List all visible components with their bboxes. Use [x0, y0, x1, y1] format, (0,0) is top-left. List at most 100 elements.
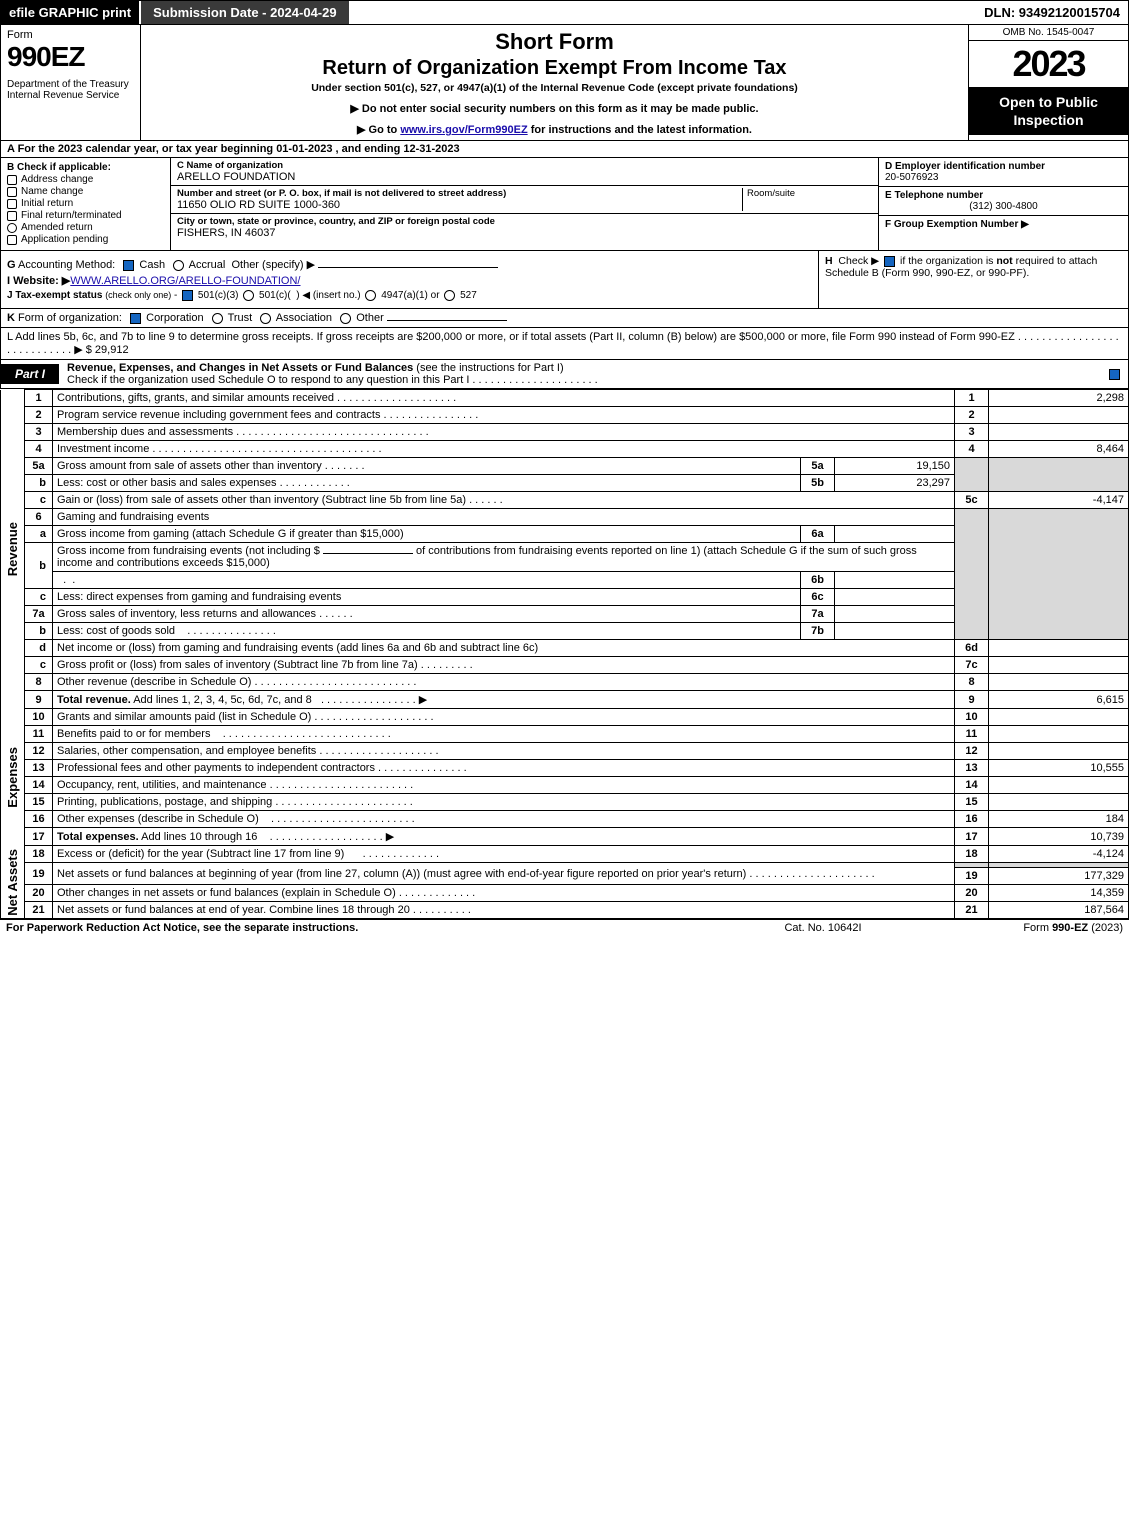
chk-address-change[interactable]: Address change: [7, 174, 164, 185]
row-k: K Form of organization: Corporation Trus…: [0, 309, 1129, 328]
row-i: I Website: ▶WWW.ARELLO.ORG/ARELLO-FOUNDA…: [7, 274, 812, 287]
box-c: C Name of organization ARELLO FOUNDATION: [171, 158, 878, 186]
row-a-tax-year: A For the 2023 calendar year, or tax yea…: [0, 141, 1129, 158]
topbar-spacer: [351, 1, 977, 24]
chk-501c3[interactable]: [182, 290, 193, 301]
row-j: J Tax-exempt status (check only one) - 5…: [7, 290, 812, 301]
line-2: 2 Program service revenue including gove…: [1, 407, 1129, 424]
box-e-label: E Telephone number: [885, 190, 1122, 201]
submission-date: Submission Date - 2024-04-29: [139, 1, 351, 24]
header-left: Form 990EZ Department of the Treasury In…: [1, 25, 141, 140]
form-header: Form 990EZ Department of the Treasury In…: [0, 25, 1129, 141]
row-l: L Add lines 5b, 6c, and 7b to line 9 to …: [0, 328, 1129, 360]
dln-number: DLN: 93492120015704: [976, 1, 1128, 24]
part-i-title: Revenue, Expenses, and Changes in Net As…: [59, 360, 1107, 388]
box-c-label: C Name of organization: [177, 160, 872, 171]
efile-label: efile GRAPHIC print: [1, 1, 139, 24]
return-title: Return of Organization Exempt From Incom…: [149, 57, 960, 80]
phone-value: (312) 300-4800: [885, 201, 1122, 212]
org-name: ARELLO FOUNDATION: [177, 171, 872, 183]
chk-4947[interactable]: [365, 290, 376, 301]
header-center: Short Form Return of Organization Exempt…: [141, 25, 968, 140]
info-right: D Employer identification number 20-5076…: [878, 158, 1128, 250]
chk-trust[interactable]: [212, 313, 223, 324]
omb-number: OMB No. 1545-0047: [969, 25, 1128, 41]
under-section: Under section 501(c), 527, or 4947(a)(1)…: [149, 82, 960, 94]
chk-accrual[interactable]: [173, 260, 184, 271]
tax-year: 2023: [969, 41, 1128, 87]
chk-amended-return[interactable]: Amended return: [7, 222, 164, 233]
info-block: B Check if applicable: Address change Na…: [0, 158, 1129, 251]
row-h: H Check ▶ if the organization is not req…: [818, 251, 1128, 308]
line-15: 15 Printing, publications, postage, and …: [1, 794, 1129, 811]
chk-501c[interactable]: [243, 290, 254, 301]
city-value: FISHERS, IN 46037: [177, 227, 872, 239]
line-3: 3 Membership dues and assessments . . . …: [1, 424, 1129, 441]
line-11: 11 Benefits paid to or for members . . .…: [1, 726, 1129, 743]
department-label: Department of the Treasury Internal Reve…: [7, 79, 134, 101]
expenses-side: Expenses: [1, 709, 25, 846]
line-7c: c Gross profit or (loss) from sales of i…: [1, 657, 1129, 674]
form-number: 990EZ: [7, 41, 134, 73]
website-link[interactable]: WWW.ARELLO.ORG/ARELLO-FOUNDATION/: [70, 275, 300, 287]
netassets-side: Net Assets: [1, 846, 25, 919]
chk-schedule-b[interactable]: [884, 256, 895, 267]
line-14: 14 Occupancy, rent, utilities, and maint…: [1, 777, 1129, 794]
chk-final-return[interactable]: Final return/terminated: [7, 210, 164, 221]
instr2-pre: ▶ Go to: [357, 124, 400, 136]
box-f-label: F Group Exemption Number ▶: [885, 219, 1029, 230]
line-17: 17 Total expenses. Add lines 10 through …: [1, 828, 1129, 846]
line-6: 6 Gaming and fundraising events: [1, 509, 1129, 526]
line-5a: 5a Gross amount from sale of assets othe…: [1, 458, 1129, 475]
line-8: 8 Other revenue (describe in Schedule O)…: [1, 674, 1129, 691]
top-bar: efile GRAPHIC print Submission Date - 20…: [0, 0, 1129, 25]
addr-value: 11650 OLIO RD SUITE 1000-360: [177, 199, 742, 211]
chk-cash[interactable]: [123, 260, 134, 271]
line-16: 16 Other expenses (describe in Schedule …: [1, 811, 1129, 828]
chk-corporation[interactable]: [130, 313, 141, 324]
box-d: D Employer identification number 20-5076…: [879, 158, 1128, 187]
chk-initial-return[interactable]: Initial return: [7, 198, 164, 209]
addr-label: Number and street (or P. O. box, if mail…: [177, 188, 742, 199]
part-i-header: Part I Revenue, Expenses, and Changes in…: [0, 360, 1129, 389]
revenue-side: Revenue: [1, 390, 25, 709]
line-13: 13 Professional fees and other payments …: [1, 760, 1129, 777]
line-4: 4 Investment income . . . . . . . . . . …: [1, 441, 1129, 458]
footer-notice: For Paperwork Reduction Act Notice, see …: [6, 922, 723, 934]
ghij-block: G Accounting Method: Cash Accrual Other …: [0, 251, 1129, 309]
line-20: 20 Other changes in net assets or fund b…: [1, 885, 1129, 902]
instr2-post: for instructions and the latest informat…: [528, 124, 752, 136]
header-right: OMB No. 1545-0047 2023 Open to Public In…: [968, 25, 1128, 140]
footer-form: Form 990-EZ (2023): [923, 922, 1123, 934]
irs-link[interactable]: www.irs.gov/Form990EZ: [400, 124, 527, 136]
chk-association[interactable]: [260, 313, 271, 324]
address-row: Number and street (or P. O. box, if mail…: [171, 186, 878, 214]
line-9: 9 Total revenue. Add lines 1, 2, 3, 4, 5…: [1, 691, 1129, 709]
instruction-2: ▶ Go to www.irs.gov/Form990EZ for instru…: [149, 123, 960, 136]
chk-527[interactable]: [444, 290, 455, 301]
line-10: Expenses 10 Grants and similar amounts p…: [1, 709, 1129, 726]
room-suite-label: Room/suite: [742, 188, 872, 211]
city-row: City or town, state or province, country…: [171, 214, 878, 241]
city-label: City or town, state or province, country…: [177, 216, 872, 227]
line-12: 12 Salaries, other compensation, and emp…: [1, 743, 1129, 760]
instruction-1: ▶ Do not enter social security numbers o…: [149, 102, 960, 115]
line-21: 21 Net assets or fund balances at end of…: [1, 902, 1129, 919]
line-18: Net Assets 18 Excess or (deficit) for th…: [1, 846, 1129, 863]
part-i-checkbox[interactable]: [1107, 368, 1128, 380]
line-5c: c Gain or (loss) from sale of assets oth…: [1, 492, 1129, 509]
line-6d: d Net income or (loss) from gaming and f…: [1, 640, 1129, 657]
part-i-table: Revenue 1 Contributions, gifts, grants, …: [0, 389, 1129, 919]
ein-value: 20-5076923: [885, 172, 1122, 183]
box-b-label: B Check if applicable:: [7, 162, 164, 173]
box-f: F Group Exemption Number ▶: [879, 216, 1128, 250]
chk-other-org[interactable]: [340, 313, 351, 324]
chk-name-change[interactable]: Name change: [7, 186, 164, 197]
chk-application-pending[interactable]: Application pending: [7, 234, 164, 245]
open-inspection: Open to Public Inspection: [969, 87, 1128, 135]
footer-catno: Cat. No. 10642I: [723, 922, 923, 934]
box-b: B Check if applicable: Address change Na…: [1, 158, 171, 250]
gij-left: G Accounting Method: Cash Accrual Other …: [1, 251, 818, 308]
box-e: E Telephone number (312) 300-4800: [879, 187, 1128, 216]
form-word: Form: [7, 29, 134, 41]
